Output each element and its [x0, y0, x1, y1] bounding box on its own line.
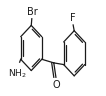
Text: Br: Br — [27, 7, 38, 17]
Text: F: F — [70, 13, 76, 23]
Text: O: O — [53, 80, 60, 90]
Text: NH$_2$: NH$_2$ — [8, 68, 27, 80]
